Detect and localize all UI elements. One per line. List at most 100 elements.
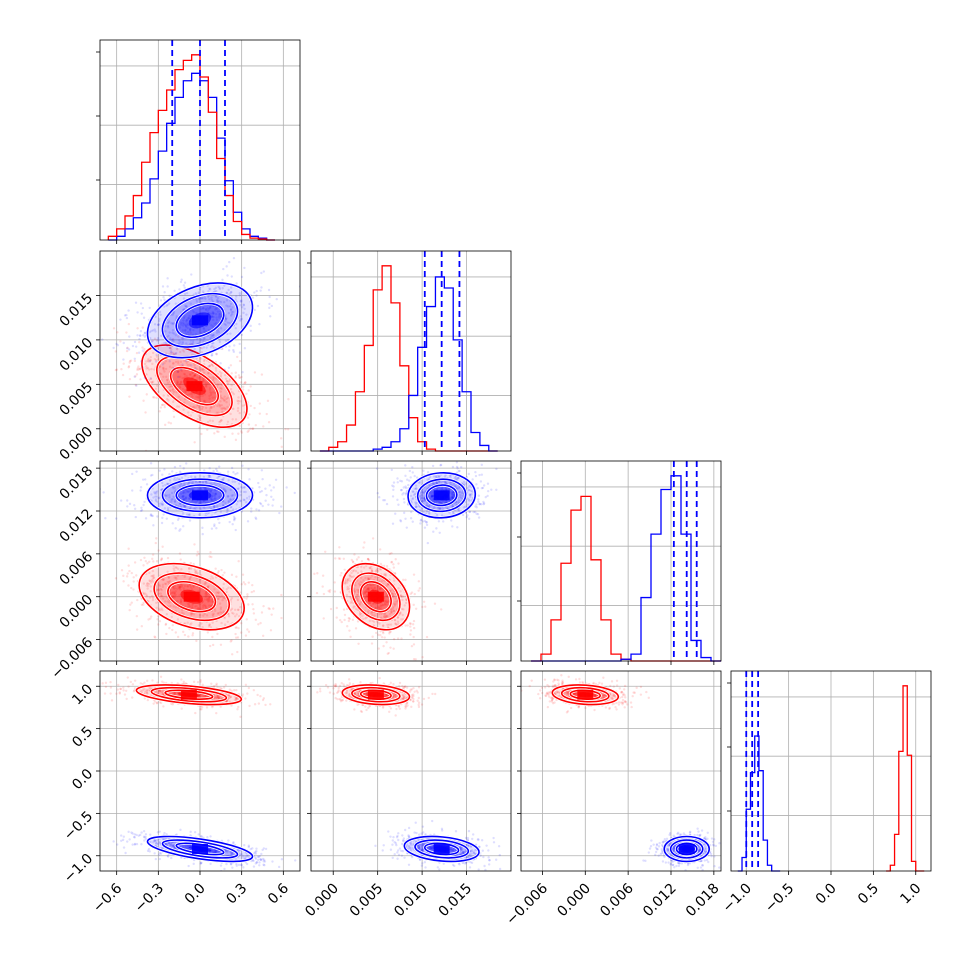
scatter-point bbox=[197, 297, 201, 301]
scatter-point bbox=[197, 406, 201, 409]
scatter-point bbox=[221, 407, 224, 410]
scatter-point bbox=[219, 610, 222, 614]
scatter-point bbox=[213, 287, 216, 291]
scatter-point bbox=[129, 680, 133, 684]
scatter-point bbox=[211, 601, 215, 604]
scatter-point bbox=[153, 839, 156, 842]
scatter-point bbox=[192, 585, 195, 589]
scatter-point bbox=[184, 391, 187, 394]
scatter-point bbox=[181, 340, 184, 343]
scatter-point bbox=[208, 364, 212, 367]
scatter-point bbox=[191, 481, 195, 484]
scatter-point bbox=[252, 607, 255, 611]
scatter-point bbox=[205, 598, 209, 601]
scatter-point bbox=[162, 705, 165, 708]
scatter-point bbox=[214, 850, 217, 854]
scatter-point bbox=[367, 601, 370, 605]
scatter-point bbox=[188, 578, 191, 581]
scatter-point bbox=[191, 342, 194, 346]
scatter-point bbox=[258, 412, 262, 415]
scatter-point bbox=[379, 634, 382, 637]
scatter-point bbox=[183, 373, 187, 376]
scatter-point bbox=[357, 582, 361, 585]
scatter-point bbox=[383, 636, 386, 639]
scatter-point bbox=[210, 495, 214, 498]
scatter-point bbox=[147, 357, 150, 361]
scatter-point bbox=[415, 487, 418, 490]
scatter-point bbox=[215, 696, 218, 699]
scatter-point bbox=[104, 516, 107, 520]
scatter-point bbox=[217, 411, 220, 415]
scatter-point bbox=[164, 325, 167, 328]
scatter-point bbox=[258, 485, 261, 489]
scatter-point bbox=[208, 623, 211, 627]
scatter-point bbox=[351, 560, 355, 563]
scatter-point bbox=[384, 615, 388, 618]
scatter-point bbox=[217, 330, 221, 334]
scatter-point bbox=[143, 839, 146, 842]
scatter-point bbox=[228, 520, 231, 524]
scatter-point bbox=[168, 385, 171, 389]
scatter-point bbox=[182, 524, 185, 528]
scatter-point bbox=[213, 495, 217, 498]
scatter-point bbox=[139, 690, 143, 693]
scatter-point bbox=[210, 335, 213, 338]
scatter-point bbox=[169, 422, 173, 425]
scatter-point bbox=[378, 568, 381, 571]
scatter-point bbox=[133, 507, 137, 511]
scatter-point bbox=[143, 681, 146, 684]
scatter-point bbox=[257, 702, 261, 705]
scatter-point bbox=[262, 847, 266, 850]
scatter-point bbox=[210, 527, 214, 530]
scatter-point bbox=[186, 318, 189, 322]
scatter-point bbox=[187, 490, 190, 494]
scatter-point bbox=[121, 373, 125, 377]
scatter-point bbox=[200, 307, 203, 311]
scatter-point bbox=[349, 575, 353, 578]
scatter-point bbox=[171, 389, 174, 392]
scatter-point bbox=[179, 386, 182, 389]
scatter-point bbox=[249, 329, 253, 333]
scatter-point bbox=[193, 441, 196, 444]
scatter-point bbox=[366, 593, 369, 597]
scatter-point bbox=[169, 337, 172, 340]
density-peak bbox=[367, 591, 384, 602]
scatter-point bbox=[210, 497, 213, 501]
scatter-point bbox=[185, 319, 188, 322]
scatter-point bbox=[382, 631, 385, 635]
scatter-point bbox=[184, 359, 188, 363]
scatter-point bbox=[454, 501, 457, 504]
scatter-point bbox=[211, 635, 214, 639]
scatter-point bbox=[409, 510, 413, 514]
scatter-point bbox=[208, 386, 212, 390]
scatter-point bbox=[219, 374, 223, 377]
scatter-point bbox=[240, 853, 243, 856]
scatter-point bbox=[161, 484, 165, 488]
scatter-point bbox=[143, 335, 147, 338]
scatter-point bbox=[234, 418, 238, 421]
scatter-point bbox=[352, 561, 355, 564]
scatter-point bbox=[405, 526, 408, 529]
scatter-point bbox=[224, 319, 227, 323]
scatter-point bbox=[218, 405, 221, 408]
scatter-point bbox=[158, 840, 161, 844]
scatter-point bbox=[404, 601, 408, 605]
scatter-point bbox=[237, 626, 240, 630]
scatter-point bbox=[346, 579, 349, 582]
scatter-point bbox=[86, 840, 88, 842]
scatter-point bbox=[352, 587, 356, 590]
scatter-point bbox=[254, 517, 258, 521]
scatter-point bbox=[168, 844, 171, 847]
scatter-point bbox=[386, 626, 390, 629]
scatter-point bbox=[261, 857, 265, 861]
scatter-point bbox=[367, 589, 371, 592]
scatter-point bbox=[126, 572, 129, 575]
scatter-point bbox=[216, 297, 220, 300]
scatter-point bbox=[211, 613, 214, 616]
scatter-point bbox=[208, 287, 211, 290]
scatter-point bbox=[219, 310, 222, 313]
scatter-point bbox=[246, 854, 250, 858]
scatter-point bbox=[144, 352, 147, 356]
scatter-point bbox=[384, 599, 388, 602]
scatter-point bbox=[188, 605, 192, 608]
